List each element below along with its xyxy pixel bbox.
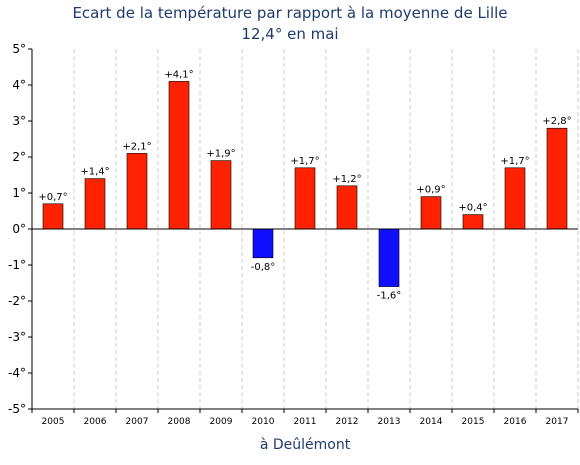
axes (28, 48, 579, 413)
x-tick-label-2007: 2007 (126, 417, 149, 427)
y-tick-label: -1° (8, 258, 26, 272)
bar-2014 (420, 196, 442, 230)
bar-2017 (546, 127, 568, 230)
y-tick-label: 5° (12, 42, 26, 56)
x-tick-label-2015: 2015 (462, 417, 485, 427)
x-tick-label-2009: 2009 (210, 417, 233, 427)
chart-subtitle: 12,4° en mai (241, 25, 338, 43)
data-label-2012: +1,2° (332, 174, 361, 185)
y-tick-label: -3° (8, 330, 26, 344)
bar-2012 (336, 185, 358, 230)
x-tick-label-2011: 2011 (294, 417, 317, 427)
bar-2009 (210, 160, 232, 230)
x-tick-label-2010: 2010 (252, 417, 275, 427)
data-label-2009: +1,9° (206, 149, 235, 160)
y-tick-label: 1° (12, 186, 26, 200)
x-tick-label-2017: 2017 (546, 417, 569, 427)
data-label-2008: +4,1° (164, 69, 193, 80)
y-tick-label: -2° (8, 294, 26, 308)
y-tick-label: -4° (8, 366, 26, 380)
bar-2005 (42, 203, 64, 230)
bar-2016 (504, 167, 526, 230)
data-label-2005: +0,7° (38, 192, 67, 203)
bars (42, 81, 568, 287)
grid-lines (73, 49, 579, 409)
bar-2007 (126, 153, 148, 230)
data-label-2013: -1,6° (377, 291, 402, 302)
bar-2006 (84, 178, 106, 230)
bar-2013 (378, 228, 400, 287)
data-label-2017: +2,8° (542, 116, 571, 127)
x-tick-label-2014: 2014 (420, 417, 443, 427)
y-tick-label: 0° (12, 222, 26, 236)
bar-2010 (252, 228, 274, 259)
data-label-2006: +1,4° (80, 167, 109, 178)
y-tick-label: 4° (12, 78, 26, 92)
x-tick-label-2008: 2008 (168, 417, 191, 427)
bar-2008 (168, 81, 190, 230)
bar-2015 (462, 214, 484, 230)
x-tick-label-2012: 2012 (336, 417, 359, 427)
data-label-2015: +0,4° (458, 203, 487, 214)
data-label-2007: +2,1° (122, 141, 151, 152)
x-tick-label-2016: 2016 (504, 417, 527, 427)
data-label-2011: +1,7° (290, 156, 319, 167)
x-tick-label-2013: 2013 (378, 417, 401, 427)
data-label-2016: +1,7° (500, 156, 529, 167)
bar-2011 (294, 167, 316, 230)
chart-title: Ecart de la température par rapport à la… (72, 4, 507, 22)
y-tick-label: 2° (12, 150, 26, 164)
y-tick-label: 3° (12, 114, 26, 128)
labels: +0,7° 2005 +1,4° 2006 +2,1° 2007 +4,1° 2008 +1,9… (8, 42, 572, 427)
y-tick-label: -5° (8, 402, 26, 416)
x-tick-label-2006: 2006 (84, 417, 107, 427)
x-tick-label-2005: 2005 (42, 417, 65, 427)
data-label-2010: -0,8° (251, 262, 276, 273)
data-label-2014: +0,9° (416, 185, 445, 196)
x-axis-label: à Deûlémont (260, 437, 351, 453)
